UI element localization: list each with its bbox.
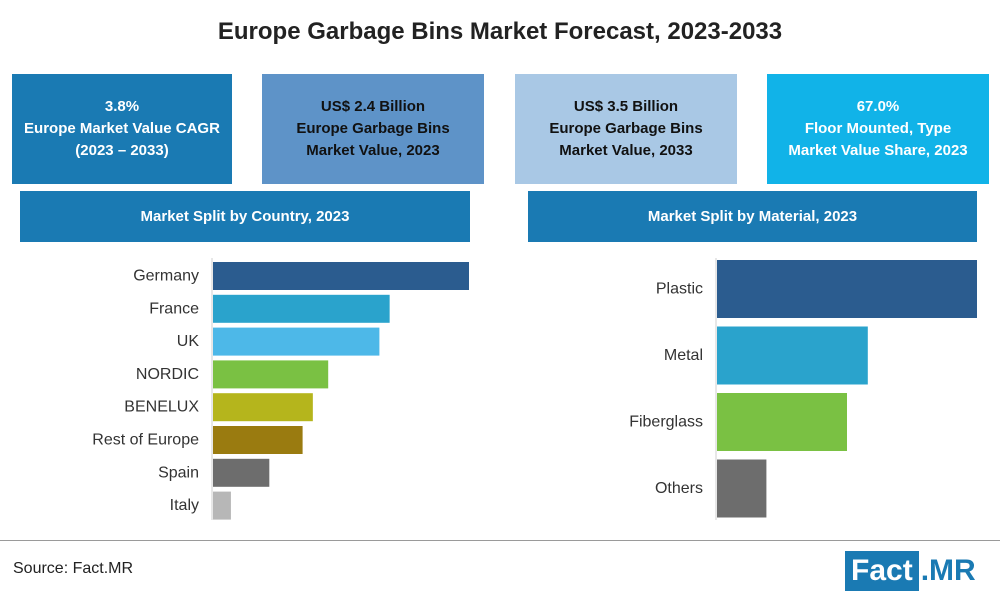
material-bars: Plastic Metal Fiberglass Others bbox=[629, 260, 977, 518]
kpi-value-2033-card: US$ 3.5 Billion Europe Garbage Bins Mark… bbox=[515, 74, 737, 184]
material-label-others: Others bbox=[655, 480, 703, 497]
country-bar-spain bbox=[213, 458, 270, 487]
material-label-metal: Metal bbox=[664, 347, 703, 364]
country-label-benelux: BENELUX bbox=[124, 399, 199, 416]
country-label-nordic: NORDIC bbox=[136, 366, 199, 383]
material-bar-others bbox=[717, 459, 767, 518]
country-bar-nordic bbox=[213, 360, 329, 389]
country-bar-italy bbox=[213, 491, 231, 520]
material-split-header: Market Split by Material, 2023 bbox=[528, 191, 977, 242]
country-label-rest-of-europe: Rest of Europe bbox=[92, 432, 199, 449]
kpi-type-share-card: 67.0% Floor Mounted, Type Market Value S… bbox=[767, 74, 989, 184]
kpi-cagr-text: 3.8% Europe Market Value CAGR (2023 – 20… bbox=[24, 98, 220, 159]
country-label-uk: UK bbox=[177, 333, 200, 350]
footer-divider bbox=[0, 540, 1000, 541]
chart-title: Europe Garbage Bins Market Forecast, 202… bbox=[217, 18, 783, 45]
country-bar-france bbox=[213, 294, 390, 323]
logo-fact-text: Fact bbox=[845, 551, 919, 591]
country-label-germany: Germany bbox=[133, 268, 199, 285]
bar-charts: Germany France UK NORDIC BENELUX Rest of Euro… bbox=[92, 258, 977, 520]
material-label-fiberglass: Fiberglass bbox=[629, 414, 703, 431]
kpi-cagr-card: 3.8% Europe Market Value CAGR (2023 – 20… bbox=[12, 74, 232, 184]
material-label-plastic: Plastic bbox=[656, 281, 703, 298]
material-bar-fiberglass bbox=[717, 393, 847, 451]
country-bar-rest-of-europe bbox=[213, 426, 303, 454]
country-bar-germany bbox=[213, 262, 469, 290]
country-label-italy: Italy bbox=[170, 497, 199, 514]
material-bar-plastic bbox=[717, 260, 977, 318]
kpi-value-2023-text: US$ 2.4 Billion Europe Garbage Bins Mark… bbox=[296, 98, 450, 159]
country-label-france: France bbox=[149, 300, 199, 317]
country-bar-benelux bbox=[213, 393, 313, 422]
kpi-value-2023-card: US$ 2.4 Billion Europe Garbage Bins Mark… bbox=[262, 74, 484, 184]
material-bar-metal bbox=[717, 326, 868, 385]
kpi-value-2033-text: US$ 3.5 Billion Europe Garbage Bins Mark… bbox=[549, 98, 703, 159]
country-bars: Germany France UK NORDIC BENELUX Rest of Euro… bbox=[92, 262, 469, 520]
logo-mr-text: .MR bbox=[920, 554, 976, 587]
source-note: Source: Fact.MR bbox=[13, 560, 134, 577]
kpi-type-share-text: 67.0% Floor Mounted, Type Market Value S… bbox=[788, 98, 968, 159]
country-bar-uk bbox=[213, 327, 380, 356]
country-split-header: Market Split by Country, 2023 bbox=[20, 191, 470, 242]
country-label-spain: Spain bbox=[158, 464, 199, 481]
factmr-logo: Fact .MR bbox=[845, 551, 976, 591]
